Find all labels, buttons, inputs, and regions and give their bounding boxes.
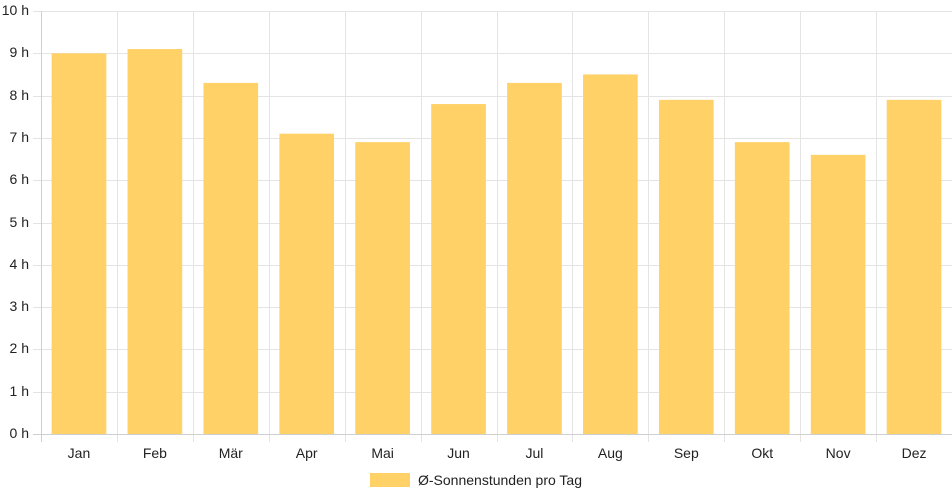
y-tick-label: 9 h [10, 44, 29, 60]
bar [886, 99, 942, 434]
x-tick-label: Feb [143, 445, 167, 461]
y-tick-label: 1 h [10, 383, 29, 399]
x-tick-label: Aug [598, 445, 623, 461]
bar [279, 133, 335, 435]
bar [355, 142, 410, 434]
x-tick-label: Jan [68, 445, 91, 461]
x-tick-label: Okt [751, 445, 773, 461]
x-tick-label: Mär [219, 445, 243, 461]
y-tick-label: 2 h [10, 340, 29, 356]
x-tick-label: Mai [371, 445, 394, 461]
y-tick-label: 0 h [10, 425, 29, 441]
bar [203, 82, 259, 434]
bars [51, 49, 942, 435]
x-tick-label: Dez [902, 445, 927, 461]
y-tick-label: 8 h [10, 87, 29, 103]
bar [431, 104, 486, 434]
legend-swatch [370, 473, 410, 487]
y-tick-label: 7 h [10, 129, 29, 145]
bar [507, 82, 562, 434]
y-tick-label: 5 h [10, 214, 29, 230]
x-tick-label: Jun [447, 445, 470, 461]
bar [734, 142, 790, 434]
y-tick-label: 3 h [10, 298, 29, 314]
x-tick-label: Nov [826, 445, 851, 461]
bar [583, 74, 638, 434]
legend[interactable]: Ø-Sonnenstunden pro Tag [370, 472, 582, 488]
bar [810, 154, 866, 434]
bar [658, 99, 714, 434]
y-axis: 0 h 1 h 2 h 3 h 4 h 5 h 6 h 7 h 8 h 9 h 10 h [2, 2, 42, 442]
x-tick-label: Jul [526, 445, 544, 461]
bar [127, 49, 183, 434]
y-tick-label: 4 h [10, 256, 29, 272]
y-tick-label: 10 h [2, 2, 29, 18]
x-axis: Jan Feb Mär Apr Mai Jun Jul Aug Sep Okt Nov Dez [33, 434, 952, 461]
x-tick-label: Apr [296, 445, 318, 461]
x-tick-label: Sep [674, 445, 699, 461]
bar [51, 53, 107, 435]
y-tick-label: 6 h [10, 171, 29, 187]
legend-label: Ø-Sonnenstunden pro Tag [418, 472, 582, 488]
